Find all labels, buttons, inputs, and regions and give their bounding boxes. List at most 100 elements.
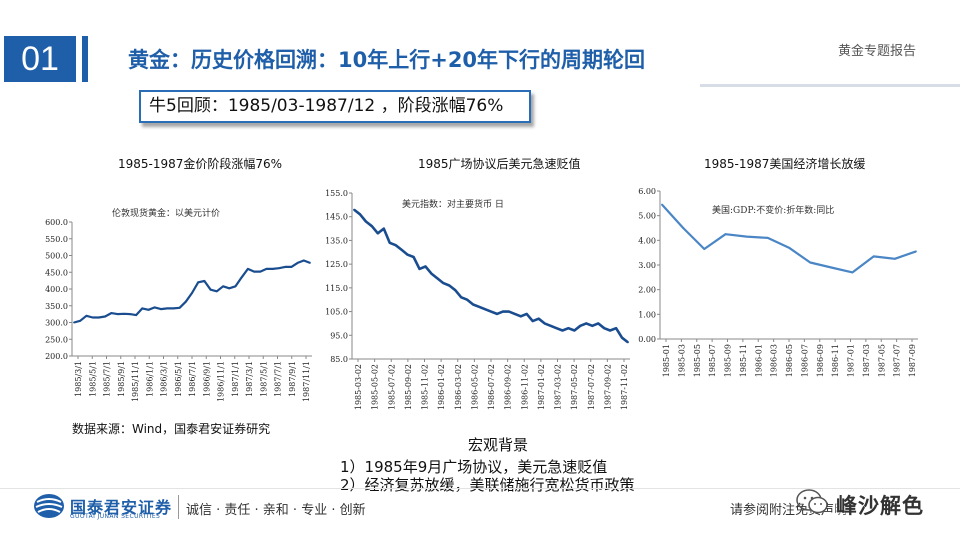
data-point [284,265,287,268]
data-point [561,329,564,332]
x-tick-label: 1985-11 [739,344,748,377]
data-point [519,315,522,318]
x-tick-label: 1987-09 [908,344,917,377]
data-point [365,220,367,223]
y-tick-label: 1.00 [638,310,656,319]
x-tick-label: 1985-05 [693,344,702,377]
x-tick-label: 1987-05 [877,344,886,377]
gold-price-chart: 200.0 250.0 300.0 350.0 400.0 450.0 500.0 550.0… [36,200,322,415]
y-tick-label: 3.00 [638,261,656,270]
y-tick-label: 85.0 [330,355,348,364]
data-point [436,277,439,280]
subtitle-box: 牛5回顾：1985/03-1987/12 ，阶段涨幅76% [139,90,531,123]
data-point [228,287,231,290]
data-point [766,236,769,239]
y-tick-label: 125.0 [325,260,348,269]
series-annotation: 美元指数：对主要货币 日 [402,198,504,210]
data-point [430,272,433,275]
data-point [466,298,469,301]
x-tick-label: 1987-01-02 [537,364,546,410]
footer-divider [0,488,960,489]
data-point [172,307,175,310]
data-point [788,246,790,249]
x-tick-label: 1985-07-02 [387,364,396,410]
data-point [353,208,355,211]
chart-2-title: 1985广场协议后美元急速贬值 [418,157,581,171]
data-point [703,248,706,250]
data-point [915,250,917,253]
x-tick-label: 1987-03 [862,344,871,377]
chart-3-title: 1985-1987美国经济增长放缓 [704,157,866,171]
data-point [555,327,558,330]
series-line [73,259,311,324]
data-point [549,324,552,327]
chart-1-title: 1985-1987金价阶段涨幅76% [118,157,283,171]
data-point [116,313,119,316]
data-point [178,306,181,309]
data-point [141,307,144,310]
data-point [73,321,75,324]
data-point [222,285,224,288]
x-tick-label: 1985-03-02 [354,364,363,410]
company-motto: 诚信 · 责任 · 亲和 · 专业 · 创新 [186,503,366,518]
x-tick-label: 1987/3/1 [245,361,254,397]
y-tick-label: 6.00 [638,187,656,196]
x-tick-label: 1986-05-02 [470,364,479,410]
data-point [627,341,629,344]
y-tick-label: 2.00 [638,286,656,295]
data-point [442,282,445,285]
y-tick-label: 115.0 [325,284,348,293]
data-point [597,322,600,325]
y-tick-label: 350.0 [45,302,68,311]
data-point [531,320,534,322]
data-point [197,281,200,284]
data-point [484,308,486,311]
x-tick-label: 1987/11/1 [302,361,311,402]
data-point [490,310,492,313]
y-tick-label: 4.00 [638,236,656,245]
x-tick-label: 1985-07 [708,344,717,377]
data-point [573,329,576,332]
data-point [412,256,415,258]
x-tick-label: 1987/9/1 [288,361,297,397]
data-point [406,253,409,256]
data-point [376,232,379,235]
data-point [147,308,150,311]
x-tick-label: 1985-11-02 [421,364,430,410]
data-point [382,227,385,230]
report-tag: 黄金专题报告 [837,44,916,59]
data-point [104,315,106,318]
data-point [290,265,293,268]
data-point [537,317,540,320]
data-point [278,267,280,270]
data-point [209,288,212,291]
series-line [353,208,629,344]
data-point [478,305,480,308]
data-point [424,265,427,268]
x-tick-label: 1985-09-02 [404,364,413,410]
y-tick-label: 250.0 [45,335,68,344]
x-tick-label: 1987/1/1 [231,361,240,397]
background-item-2: 2）经济复苏放缓，美联储施行宽松货币政策 [340,476,635,494]
x-tick-label: 1986/9/1 [202,361,211,397]
dollar-index-chart: 85.0 95.0 105.0 115.0 125.0 135.0 145.0 155.0 19… [318,183,636,415]
data-point [91,316,94,319]
data-point [543,322,546,325]
data-point [370,225,373,228]
data-point [496,313,498,315]
x-tick-label: 1987-07 [893,344,902,377]
data-point [621,336,623,339]
y-tick-label: 300.0 [45,319,68,328]
data-point [309,261,311,264]
data-point [191,292,193,294]
data-point [265,268,268,270]
background-heading: 宏观背景 [468,436,529,454]
source-note: 数据来源：Wind，国泰君安证券研究 [72,422,271,436]
y-tick-label: 550.0 [45,235,68,244]
y-tick-label: 135.0 [325,236,348,245]
y-tick-label: 5.00 [638,212,656,221]
data-point [830,266,833,269]
data-point [400,249,403,251]
x-tick-label: 1986-01-02 [437,364,446,410]
disclaimer: 请参阅附注免责声明 [730,503,848,518]
